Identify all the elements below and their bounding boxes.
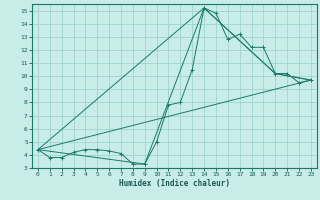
X-axis label: Humidex (Indice chaleur): Humidex (Indice chaleur) <box>119 179 230 188</box>
